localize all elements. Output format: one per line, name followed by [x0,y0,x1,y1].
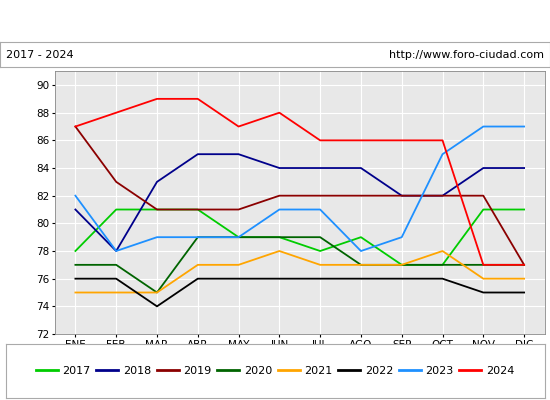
Text: Evolucion num de emigrantes en Ólvega: Evolucion num de emigrantes en Ólvega [119,12,431,30]
Legend: 2017, 2018, 2019, 2020, 2021, 2022, 2023, 2024: 2017, 2018, 2019, 2020, 2021, 2022, 2023… [32,363,518,379]
Text: http://www.foro-ciudad.com: http://www.foro-ciudad.com [389,50,544,60]
Text: 2017 - 2024: 2017 - 2024 [6,50,73,60]
